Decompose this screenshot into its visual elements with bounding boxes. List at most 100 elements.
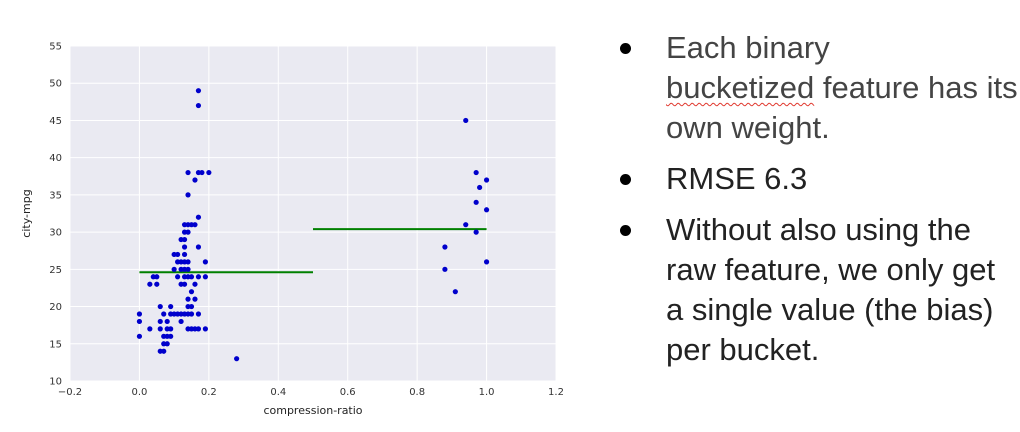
data-point <box>195 102 202 109</box>
data-point <box>195 311 202 317</box>
bullet-text: RMSE 6.3 <box>666 161 808 196</box>
bullet-dot-icon <box>620 174 631 185</box>
data-point <box>199 169 205 176</box>
data-point <box>181 281 188 287</box>
bullet-list: Each binary bucketized feature has its o… <box>620 28 1020 381</box>
data-point <box>234 356 240 362</box>
bullet-text-pre: Each binary <box>666 30 830 65</box>
data-point <box>161 311 167 317</box>
data-point <box>473 229 479 235</box>
data-point <box>185 296 191 302</box>
y-tick-label: 15 <box>49 339 62 350</box>
data-point <box>463 222 469 228</box>
data-point <box>202 326 208 332</box>
data-point <box>185 266 191 272</box>
data-point <box>164 318 170 325</box>
data-point <box>178 318 184 325</box>
data-point <box>157 318 163 325</box>
data-point <box>195 326 202 332</box>
data-point <box>136 318 143 325</box>
data-point <box>452 289 458 295</box>
data-point <box>136 311 143 317</box>
data-point <box>164 341 170 347</box>
bullet-item-weights: Each binary bucketized feature has its o… <box>620 28 1020 148</box>
x-tick-label: 0.0 <box>131 387 147 398</box>
data-point <box>188 289 195 295</box>
bucket-weight-lines <box>139 228 487 274</box>
data-point <box>181 236 188 243</box>
plot-area <box>70 46 556 381</box>
x-tick-label: 1.2 <box>548 387 564 398</box>
y-tick-label: 10 <box>49 377 62 388</box>
data-point <box>175 274 181 280</box>
data-point <box>192 222 198 228</box>
data-point <box>185 259 191 265</box>
x-tick-label: 0.4 <box>270 387 286 398</box>
data-point <box>192 281 198 287</box>
x-tick-label: 0.2 <box>201 387 217 398</box>
data-point <box>483 207 490 213</box>
x-tick-label: 0.8 <box>409 387 425 398</box>
data-point <box>181 251 188 258</box>
bullet-dot-icon <box>620 43 631 54</box>
data-point <box>136 333 143 339</box>
data-point <box>202 274 208 280</box>
x-tick-labels: −0.2 0.0 0.2 0.4 0.6 0.8 1.0 1.2 <box>58 387 564 398</box>
data-point <box>168 303 174 310</box>
data-point <box>157 303 163 310</box>
data-point <box>473 169 479 176</box>
y-tick-label: 35 <box>49 190 62 201</box>
data-point <box>206 169 212 176</box>
data-point <box>168 326 174 332</box>
y-tick-label: 55 <box>49 42 62 53</box>
data-point <box>185 169 191 176</box>
data-point <box>442 266 448 272</box>
data-point <box>192 296 198 302</box>
bullet-text-post: feature has its own weight. <box>666 70 1018 145</box>
data-point <box>181 244 188 250</box>
data-point <box>463 117 469 124</box>
x-axis-label: compression-ratio <box>263 404 362 417</box>
scatter-chart: −0.2 0.0 0.2 0.4 0.6 0.8 1.0 1.2 10 15 20 25 30 35 40… <box>20 42 564 418</box>
data-point <box>195 88 202 94</box>
data-point <box>157 326 163 332</box>
y-tick-label: 45 <box>49 116 62 127</box>
x-tick-label: 1.0 <box>479 387 495 398</box>
data-point <box>442 244 448 250</box>
x-tick-label: 0.6 <box>340 387 356 398</box>
y-tick-label: 25 <box>49 265 62 276</box>
data-point <box>483 177 490 183</box>
data-point <box>168 333 174 339</box>
data-point <box>175 251 181 258</box>
data-point <box>195 274 202 280</box>
data-point <box>188 274 195 280</box>
data-point <box>195 244 202 250</box>
y-tick-labels: 10 15 20 25 30 35 40 45 50 55 <box>49 42 62 388</box>
data-point <box>154 274 160 280</box>
data-point <box>147 326 153 332</box>
chart-svg: −0.2 0.0 0.2 0.4 0.6 0.8 1.0 1.2 10 15 20 25 30 35 40… <box>20 42 564 418</box>
x-tick-label: −0.2 <box>58 387 82 398</box>
data-point <box>477 184 483 191</box>
bullet-text-underlined: bucketized <box>666 70 815 105</box>
data-point <box>154 281 160 287</box>
data-point <box>192 177 198 183</box>
data-point <box>202 259 208 265</box>
bullet-item-rmse: RMSE 6.3 <box>620 159 1020 199</box>
data-points <box>136 88 490 362</box>
data-point <box>185 229 191 235</box>
y-axis-label: city-mpg <box>20 189 33 237</box>
data-point <box>161 348 167 354</box>
data-point <box>171 266 177 272</box>
data-point <box>473 199 479 205</box>
data-point <box>147 281 153 287</box>
data-point <box>188 311 195 317</box>
data-point <box>195 214 202 220</box>
bullet-dot-icon <box>620 225 631 236</box>
y-tick-label: 50 <box>49 79 62 90</box>
data-point <box>185 192 191 198</box>
bullet-text: Without also using the raw feature, we o… <box>666 212 996 367</box>
data-point <box>483 259 490 265</box>
y-tick-label: 30 <box>49 228 62 239</box>
bullet-item-bias: Without also using the raw feature, we o… <box>620 210 1020 370</box>
